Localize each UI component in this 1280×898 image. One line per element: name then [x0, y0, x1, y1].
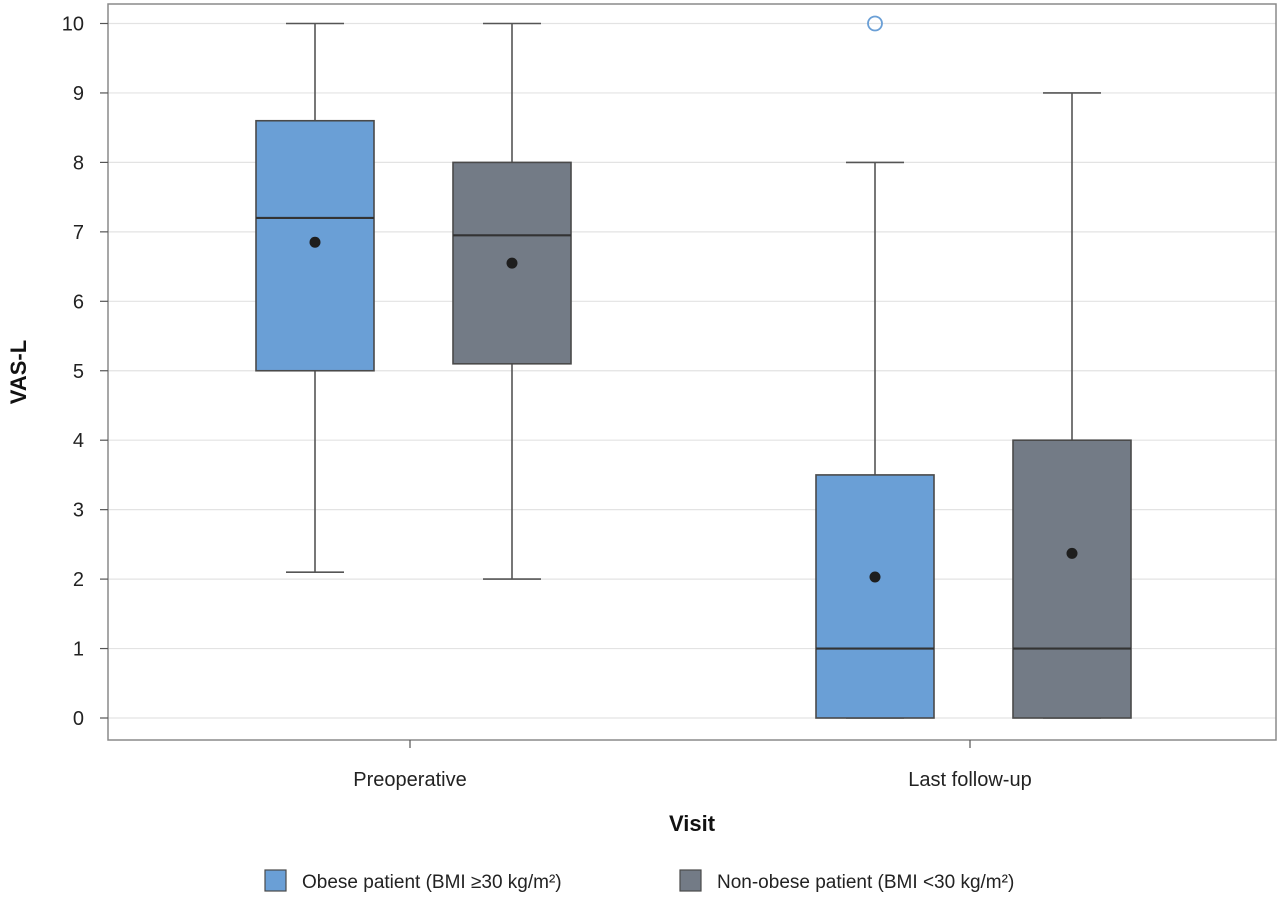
iqr-box — [815, 474, 935, 719]
y-tick-label: 9 — [73, 83, 84, 105]
box-obese — [255, 22, 375, 573]
legend: Obese patient (BMI ≥30 kg/m²) Non-obese p… — [264, 869, 1014, 893]
x-axis-title: Visit — [669, 811, 716, 836]
legend-swatch — [679, 869, 702, 892]
box-non-obese — [452, 22, 572, 580]
x-tick-label: Preoperative — [353, 769, 466, 791]
box-obese — [815, 15, 935, 719]
y-tick-label: 2 — [73, 569, 84, 591]
boxes — [255, 15, 1132, 719]
y-axis: 0 1 2 3 4 5 6 7 8 9 10 — [62, 14, 108, 730]
x-axis: Preoperative Last follow-up — [353, 740, 1032, 791]
mean-marker — [869, 571, 881, 583]
mean-marker — [506, 257, 518, 269]
y-tick-label: 8 — [73, 152, 84, 174]
legend-swatch — [264, 869, 287, 892]
legend-label: Non-obese patient (BMI <30 kg/m²) — [717, 872, 1014, 893]
y-tick-label: 7 — [73, 222, 84, 244]
y-tick-label: 6 — [73, 291, 84, 313]
mean-marker — [309, 236, 321, 248]
y-axis-title: VAS-L — [6, 340, 31, 404]
y-tick-label: 4 — [73, 430, 84, 452]
y-tick-label: 1 — [73, 639, 84, 661]
y-tick-label: 5 — [73, 361, 84, 383]
box-non-obese — [1012, 92, 1132, 719]
legend-label: Obese patient (BMI ≥30 kg/m²) — [302, 872, 562, 893]
legend-item: Obese patient (BMI ≥30 kg/m²) — [264, 869, 562, 893]
legend-item: Non-obese patient (BMI <30 kg/m²) — [679, 869, 1014, 893]
y-tick-label: 3 — [73, 500, 84, 522]
outlier-marker — [867, 15, 883, 32]
y-tick-label: 0 — [73, 708, 84, 730]
mean-marker — [1066, 547, 1078, 559]
y-tick-label: 10 — [62, 14, 84, 36]
iqr-box — [1012, 439, 1132, 719]
x-tick-label: Last follow-up — [908, 769, 1031, 791]
plot-area — [107, 3, 1277, 741]
